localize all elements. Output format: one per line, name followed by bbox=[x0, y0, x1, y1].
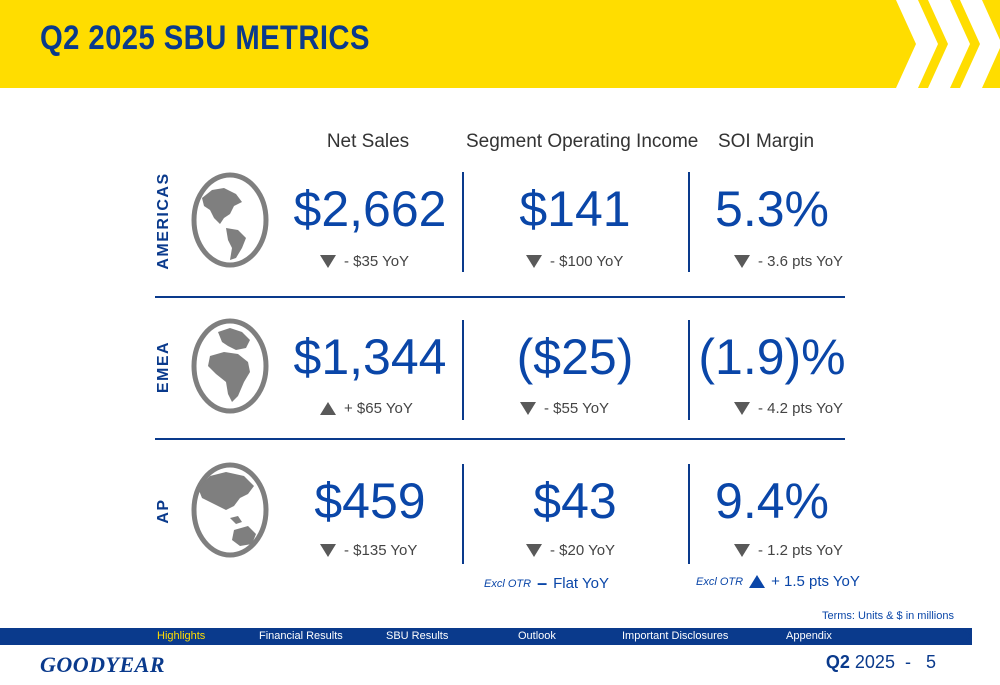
americas-soi-delta: - $100 YoY bbox=[526, 253, 623, 270]
column-header-net-sales: Net Sales bbox=[326, 131, 410, 152]
nav-highlights[interactable]: Highlights bbox=[157, 630, 206, 642]
globe-asia-pacific-icon bbox=[191, 462, 269, 558]
americas-net-sales: $2,662 bbox=[293, 181, 447, 237]
page-title: Q2 2025 SBU METRICS bbox=[40, 19, 370, 57]
globe-europe-africa-icon bbox=[191, 318, 269, 414]
up-arrow-icon bbox=[320, 402, 336, 415]
ap-soi-margin-delta: - 1.2 pts YoY bbox=[734, 542, 843, 559]
nav-financial-results[interactable]: Financial Results bbox=[259, 630, 343, 642]
nav-important-disclosures[interactable]: Important Disclosures bbox=[622, 630, 729, 642]
divider-vertical bbox=[688, 320, 690, 420]
emea-net-sales-delta: + $65 YoY bbox=[320, 400, 413, 417]
americas-soi-margin: 5.3% bbox=[715, 181, 829, 237]
goodyear-logo: GOODYEAR bbox=[40, 652, 166, 677]
down-arrow-icon bbox=[526, 544, 542, 557]
down-arrow-icon bbox=[734, 544, 750, 557]
emea-soi-delta: - $55 YoY bbox=[520, 400, 609, 417]
ap-soi-excl-otr: Excl OTR – Flat YoY bbox=[484, 573, 609, 593]
down-arrow-icon bbox=[734, 255, 750, 268]
americas-soi-margin-delta: - 3.6 pts YoY bbox=[734, 253, 843, 270]
divider-horizontal bbox=[155, 438, 845, 440]
up-arrow-icon bbox=[749, 575, 766, 588]
emea-soi: ($25) bbox=[516, 329, 634, 385]
divider-vertical bbox=[462, 320, 464, 420]
terms-note: Terms: Units & $ in millions bbox=[821, 610, 954, 622]
emea-net-sales: $1,344 bbox=[293, 329, 447, 385]
nav-outlook[interactable]: Outlook bbox=[518, 630, 556, 642]
down-arrow-icon bbox=[526, 255, 542, 268]
divider-vertical bbox=[462, 464, 464, 564]
ap-net-sales-delta: - $135 YoY bbox=[320, 542, 417, 559]
nav-sbu-results[interactable]: SBU Results bbox=[386, 630, 449, 642]
region-label-americas: AMERICAS bbox=[155, 172, 172, 270]
globe-americas-icon bbox=[191, 172, 269, 268]
chevrons-decoration-icon bbox=[896, 0, 1000, 88]
down-arrow-icon bbox=[520, 402, 536, 415]
footer-nav-bar bbox=[0, 628, 972, 645]
page-number: Q2 2025 - 5 bbox=[825, 652, 936, 672]
nav-arrow-icon bbox=[960, 628, 972, 644]
ap-soi-delta: - $20 YoY bbox=[526, 542, 615, 559]
nav-appendix[interactable]: Appendix bbox=[786, 630, 832, 642]
down-arrow-icon bbox=[734, 402, 750, 415]
header-banner: Q2 2025 SBU METRICS bbox=[0, 0, 1000, 88]
americas-soi: $141 bbox=[519, 181, 631, 237]
emea-soi-margin: (1.9)% bbox=[698, 329, 846, 385]
emea-soi-margin-delta: - 4.2 pts YoY bbox=[734, 400, 843, 417]
divider-horizontal bbox=[155, 296, 845, 298]
americas-net-sales-delta: - $35 YoY bbox=[320, 253, 409, 270]
ap-soi-margin: 9.4% bbox=[715, 473, 829, 529]
region-label-emea: EMEA bbox=[155, 340, 172, 394]
ap-margin-excl-otr: Excl OTR + 1.5 pts YoY bbox=[696, 573, 860, 590]
column-header-soi-margin: SOI Margin bbox=[717, 131, 815, 152]
flat-dash-icon: – bbox=[537, 573, 548, 593]
ap-net-sales: $459 bbox=[314, 473, 426, 529]
divider-vertical bbox=[462, 172, 464, 272]
down-arrow-icon bbox=[320, 544, 336, 557]
column-header-soi: Segment Operating Income bbox=[466, 131, 699, 152]
region-label-ap: AP bbox=[155, 498, 172, 524]
ap-soi: $43 bbox=[533, 473, 617, 529]
down-arrow-icon bbox=[320, 255, 336, 268]
divider-vertical bbox=[688, 464, 690, 564]
divider-vertical bbox=[688, 172, 690, 272]
